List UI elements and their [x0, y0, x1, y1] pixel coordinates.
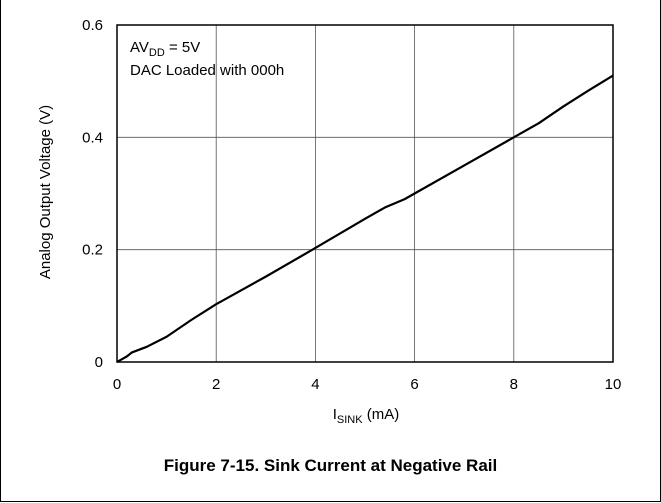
x-tick-labels: 0 2 4 6 8 10: [113, 376, 622, 393]
y-axis-label: Analog Output Voltage (V): [37, 105, 54, 279]
y-tick-label: 0.6: [82, 17, 103, 34]
figure-caption: Figure 7-15. Sink Current at Negative Ra…: [163, 456, 498, 475]
plot-area-border: [116, 24, 614, 363]
y-tick-label: 0.4: [82, 129, 103, 146]
series-line: [116, 74, 614, 363]
x-tick-label: 2: [212, 376, 220, 393]
x-tick-label: 8: [510, 376, 518, 393]
grid-lines: [117, 25, 613, 362]
chart: 0 2 4 6 8 10 0 0.2 0.4 0.6 AVDD = 5V DAC Loaded …: [37, 17, 622, 426]
x-tick-label: 0: [113, 376, 121, 393]
x-axis-label: ISINK (mA): [333, 406, 400, 426]
x-tick-label: 10: [605, 376, 622, 393]
x-tick-label: 4: [311, 376, 319, 393]
y-tick-labels: 0 0.2 0.4 0.6: [82, 17, 103, 371]
annotation-supply: AVDD = 5V: [130, 39, 200, 59]
y-tick-label: 0: [95, 354, 103, 371]
x-tick-label: 6: [410, 376, 418, 393]
annotation-dac-load: DAC Loaded with 000h: [130, 62, 284, 79]
y-tick-label: 0.2: [82, 242, 103, 259]
